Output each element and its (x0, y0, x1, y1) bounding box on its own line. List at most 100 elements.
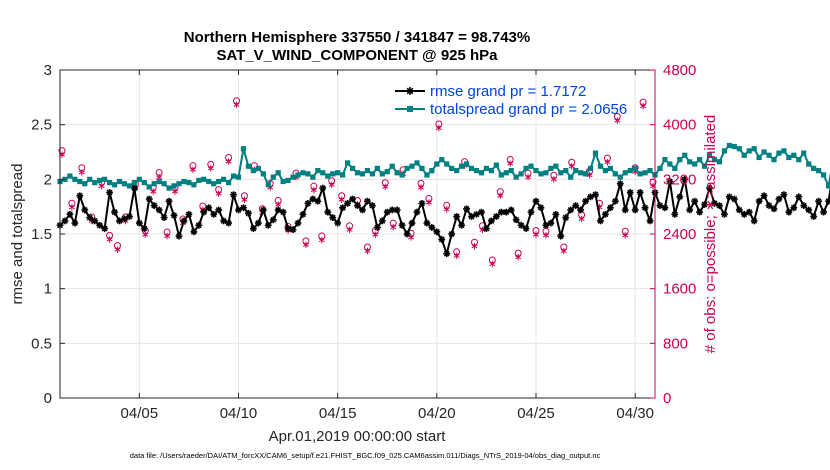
spread-point (820, 172, 827, 178)
rmse-point (448, 230, 456, 238)
spread-point (642, 170, 648, 176)
rmse-point (165, 197, 173, 205)
rmse-point (349, 195, 356, 203)
spread-point (731, 143, 737, 150)
spread-point (141, 180, 147, 186)
rmse-point (522, 225, 530, 232)
rmse-point (646, 217, 654, 225)
data-file-footnote: data file: /Users/raeder/DAI/ATM_forcXX/… (130, 451, 601, 460)
rmse-point (681, 175, 689, 183)
y-axis-left-ticks: 0 0.5 1 1.5 2 2.5 3 (31, 62, 65, 407)
spread-point (454, 167, 460, 174)
rmse-point (264, 221, 272, 229)
rmse-point (373, 224, 381, 231)
obs-assimilated-point (640, 103, 647, 110)
spread-point (335, 170, 341, 176)
rmse-point (150, 202, 158, 209)
spread-point (791, 152, 797, 158)
obs-assimilated-point (443, 206, 450, 213)
rmse-point (775, 195, 783, 203)
spread-point (597, 163, 604, 169)
spread-point (265, 182, 271, 188)
spread-point (131, 180, 137, 186)
rmse-point (215, 206, 223, 214)
obs-assimilated-point (604, 159, 611, 166)
rmse-point (130, 184, 138, 192)
spread-point (344, 160, 351, 166)
spread-point (196, 177, 202, 184)
rmse-point (721, 210, 728, 218)
spread-point (607, 165, 613, 171)
y-tick-label: 2.5 (31, 117, 52, 134)
obs-assimilated-point (215, 190, 222, 197)
spread-point (394, 170, 400, 176)
rmse-point (230, 191, 237, 199)
spread-point (548, 165, 554, 171)
rmse-point (616, 180, 624, 188)
rmse-point (155, 206, 163, 214)
legend-rmse-star (406, 87, 414, 95)
spread-point (543, 170, 549, 176)
spread-point (756, 154, 762, 161)
rmse-point (71, 219, 79, 227)
rmse-point (487, 217, 495, 225)
rmse-point (433, 228, 441, 236)
rmse-point (691, 197, 699, 205)
spread-point (647, 167, 653, 174)
spread-point (632, 165, 638, 171)
spread-point (310, 174, 316, 180)
spread-point (404, 165, 410, 171)
rmse-point (631, 206, 639, 214)
rmse-point (190, 228, 198, 236)
obs-assimilated-point (614, 117, 621, 124)
y-tick-label: 3 (44, 62, 52, 79)
rmse-point (423, 219, 431, 227)
rmse-point (537, 204, 545, 212)
rmse-point (517, 221, 525, 229)
spread-point (305, 171, 311, 177)
spread-point (721, 148, 728, 154)
spread-point (716, 159, 723, 165)
x-axis-ticks: 04/05 04/10 04/15 04/20 04/25 04/30 (121, 70, 654, 422)
spread-point (508, 167, 514, 174)
spread-point (424, 172, 430, 178)
spread-point (235, 174, 242, 180)
rmse-point (547, 219, 555, 227)
rmse-point (602, 210, 609, 218)
rmse-point (66, 210, 74, 218)
rmse-point (735, 206, 743, 214)
x-tick-label: 04/05 (121, 405, 159, 422)
rmse-point (696, 208, 704, 216)
spread-point (171, 183, 177, 189)
rmse-point (344, 199, 351, 207)
spread-point (364, 167, 371, 174)
spread-point (216, 178, 222, 185)
rmse-point (770, 205, 778, 213)
legend: rmse grand pr = 1.7172 totalspread grand… (395, 83, 627, 118)
spread-point (667, 161, 673, 167)
legend-spread-marker (407, 106, 413, 112)
spread-point (230, 173, 237, 179)
rmse-point (329, 214, 337, 221)
spread-point (523, 165, 529, 171)
rmse-point (567, 206, 575, 214)
spread-point (478, 170, 485, 176)
rmse-point (795, 193, 803, 201)
spread-point (781, 148, 787, 154)
spread-point (751, 146, 757, 152)
spread-point (111, 182, 118, 188)
spread-point (126, 183, 133, 189)
spread-point (662, 157, 668, 163)
spread-point (409, 163, 415, 169)
rmse-point (512, 216, 520, 224)
spread-point (255, 165, 261, 171)
rmse-point (760, 192, 768, 200)
rmse-point (810, 213, 818, 220)
obs-assimilated-point (318, 236, 325, 244)
rmse-point (289, 226, 297, 234)
spread-point (498, 172, 504, 178)
spread-point (587, 165, 594, 171)
rmse-point (299, 210, 307, 218)
rmse-point (458, 221, 466, 229)
spread-point (518, 171, 524, 177)
